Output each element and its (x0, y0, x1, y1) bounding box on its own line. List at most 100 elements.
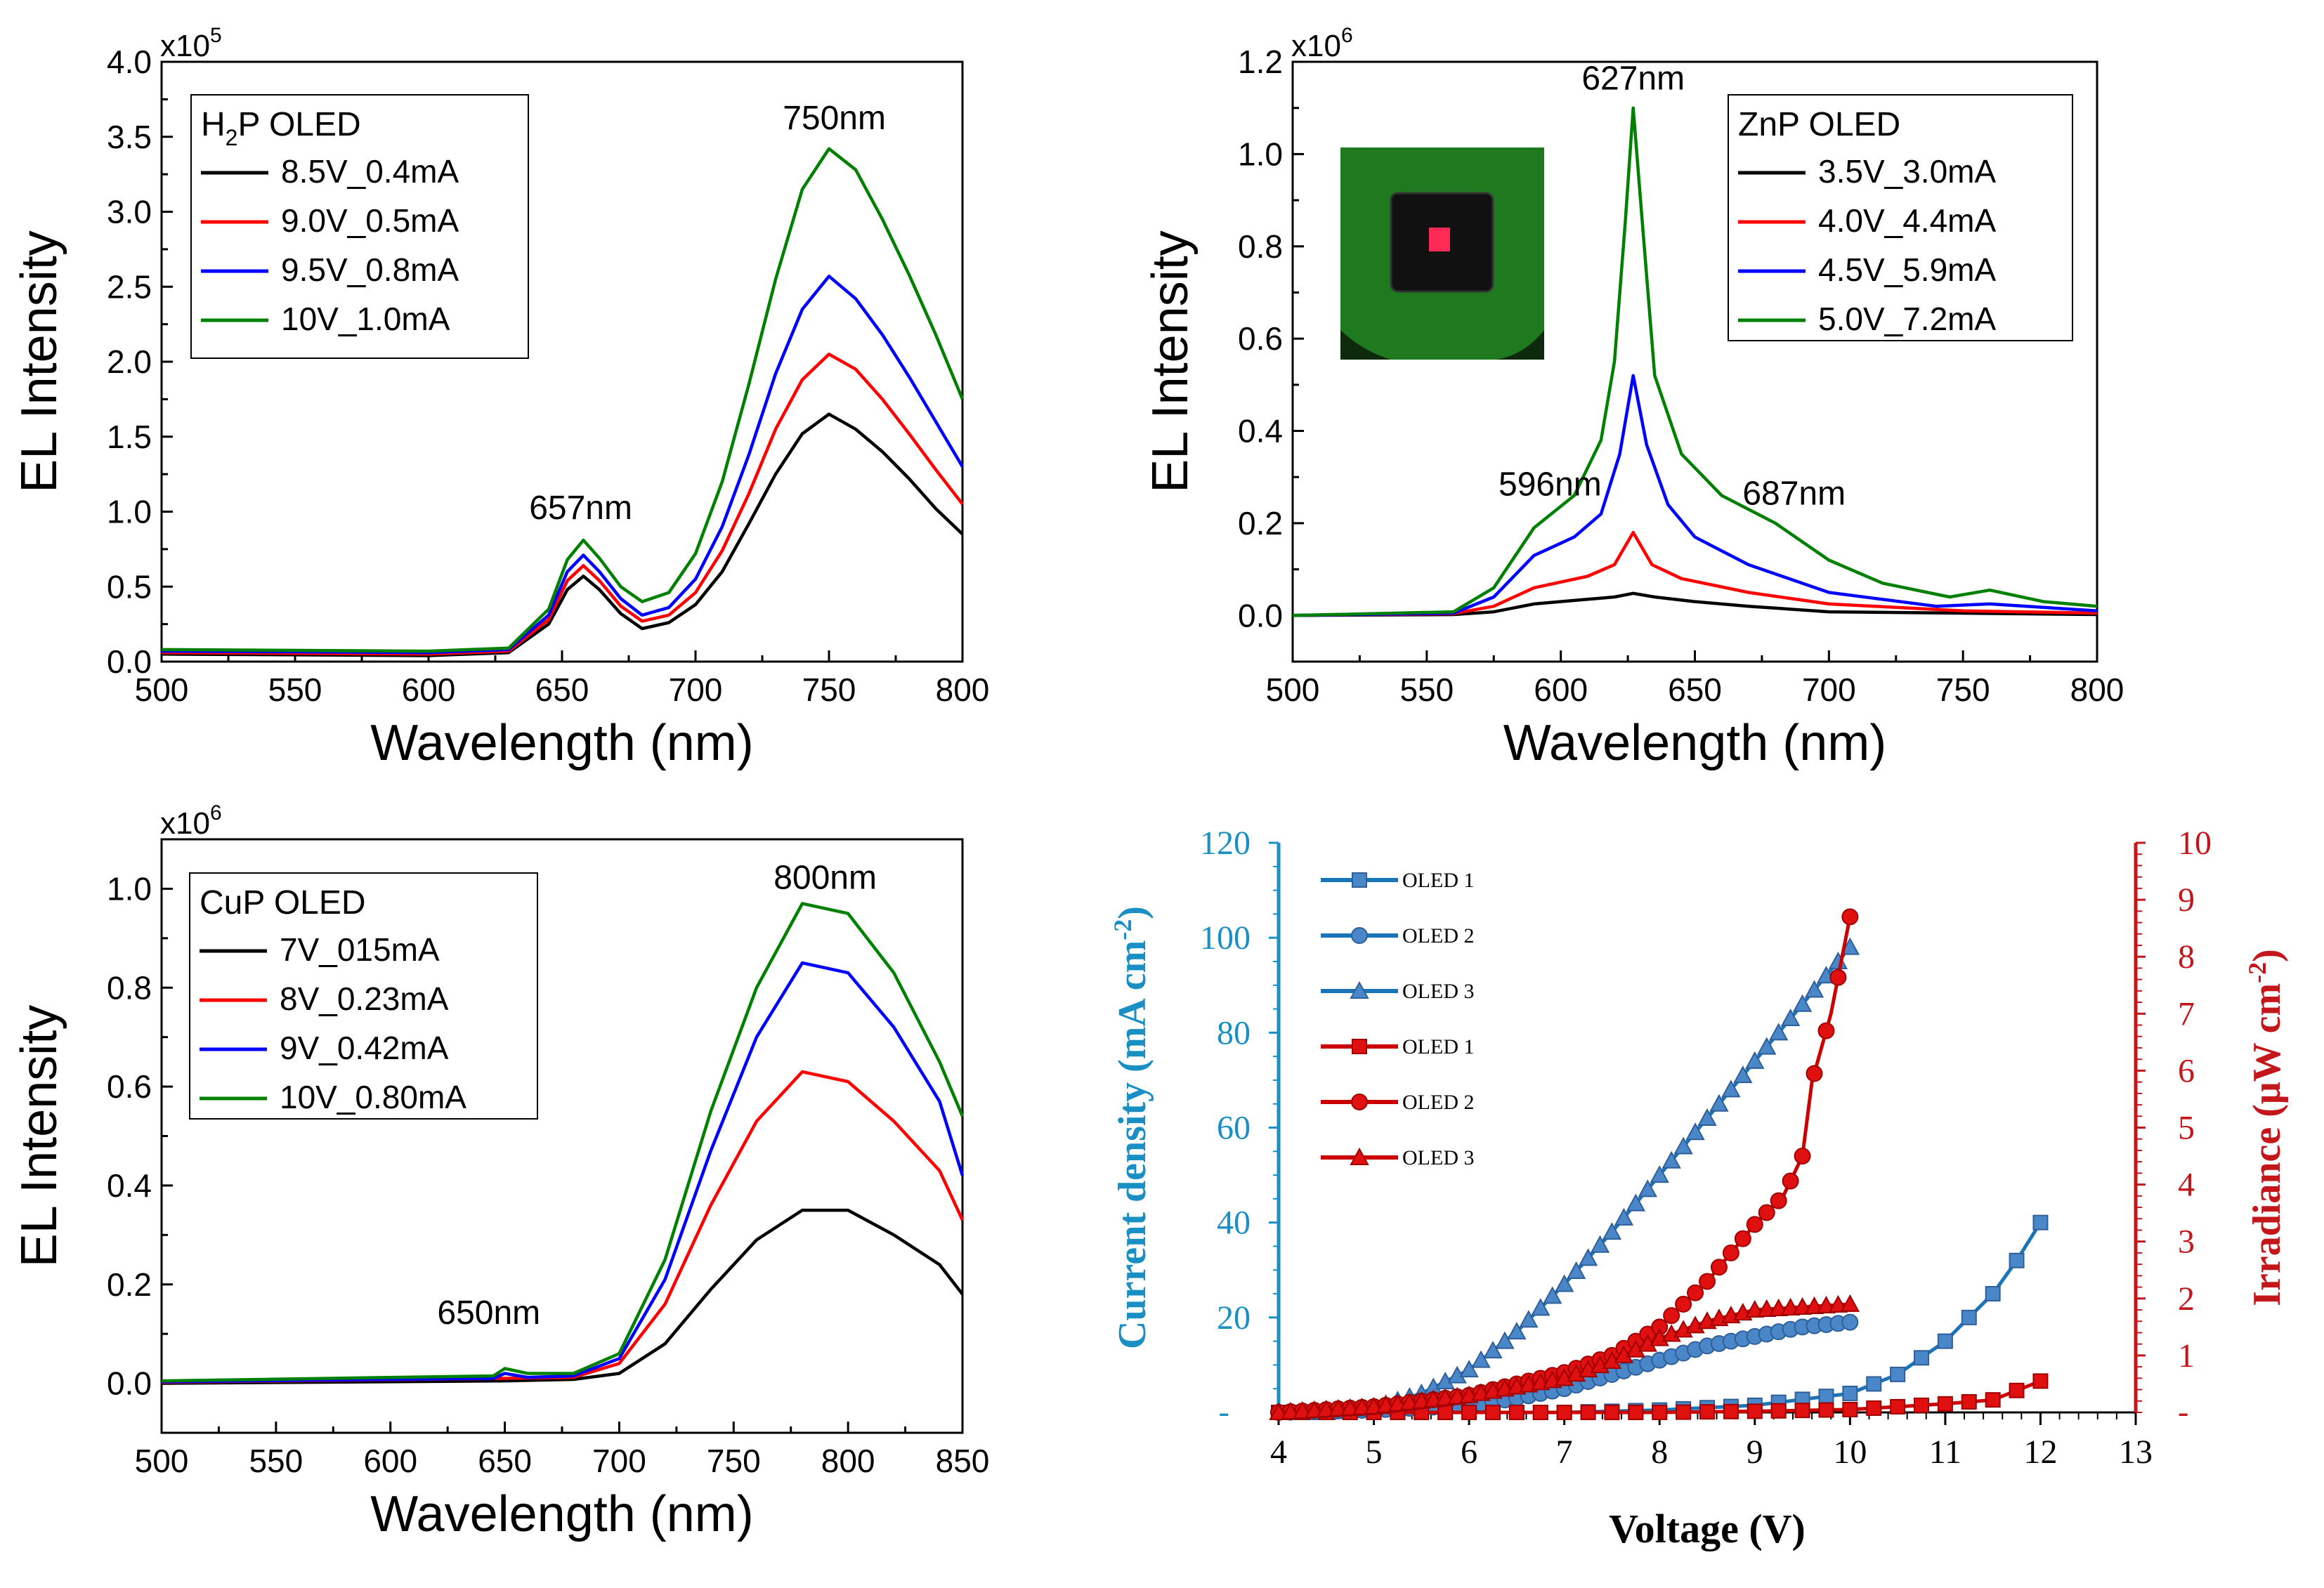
data-marker (1269, 1402, 1288, 1420)
data-marker (1733, 1065, 1753, 1084)
data-marker (1747, 1403, 1763, 1419)
x-tick-label: 500 (135, 1443, 189, 1479)
data-marker (1722, 1244, 1739, 1261)
series-line-4.0V_4.4mA (1292, 530, 2098, 617)
data-marker (2032, 1214, 2049, 1231)
data-marker (1543, 1286, 1562, 1304)
right-tick-label: 5 (2178, 1110, 2195, 1147)
legend-label: 3.5V_3.0mA (1818, 153, 1996, 190)
legend-label: 9V_0.42mA (280, 1030, 449, 1066)
y-tick-label: 0.2 (1238, 505, 1283, 542)
data-marker (1745, 1051, 1765, 1069)
multiplier-label: x106 (160, 801, 222, 841)
data-marker (1352, 1397, 1372, 1415)
y-tick-label: 4.0 (107, 44, 152, 80)
x-axis-label: Wavelength (nm) (1503, 715, 1887, 771)
x-axis-label: Wavelength (nm) (370, 715, 754, 771)
data-marker (1329, 1398, 1348, 1417)
data-marker (1340, 1398, 1360, 1416)
data-marker (1746, 1216, 1763, 1233)
x-tick-label: 8 (1651, 1433, 1668, 1471)
data-marker (1554, 1274, 1574, 1292)
data-marker (1818, 1389, 1834, 1405)
x-tick-label: 700 (592, 1443, 646, 1479)
data-marker (1602, 1222, 1622, 1240)
legend-marker (1350, 980, 1369, 999)
data-marker (1697, 1108, 1717, 1126)
data-marker (1817, 1022, 1835, 1039)
x-axis-label: Wavelength (nm) (370, 1486, 754, 1542)
data-marker (1757, 1037, 1777, 1055)
data-marker (1806, 1065, 1823, 1082)
x-tick-label: 9 (1747, 1433, 1763, 1471)
x-tick-label: 800 (2070, 671, 2124, 708)
data-marker (1794, 1403, 1810, 1419)
x-tick-label: 5 (1366, 1433, 1383, 1471)
x-tick-label: 650 (478, 1443, 532, 1479)
data-marker (1532, 1405, 1548, 1420)
data-marker (1780, 1297, 1801, 1315)
x-tick-label: 600 (402, 671, 456, 708)
series-line-10V_0.80mA (161, 902, 965, 1383)
x-tick-label: 500 (135, 671, 189, 708)
y-tick-label: 1.0 (1238, 136, 1283, 172)
data-marker (1961, 1309, 1977, 1325)
peak-annotation: 800nm (773, 859, 877, 896)
data-marker (1638, 1179, 1657, 1197)
series-line-5.0V_7.2mA (1292, 106, 2098, 617)
y-tick-label: 0.4 (1238, 413, 1283, 450)
znp-chart: 500 550 600 650 700 750 800 0.0 0.2 0.4 0.6 0.8 1.0 1… (1142, 24, 2124, 771)
fit-line (1279, 946, 1852, 1415)
legend-title-sub: 2 (226, 125, 238, 150)
data-marker (1890, 1398, 1906, 1415)
right-tick-label: 9 (2178, 881, 2195, 919)
legend-label: 9.5V_0.8mA (281, 251, 459, 288)
series-line-10V_1.0mA (161, 147, 965, 653)
left-tick-label: 120 (1200, 825, 1251, 862)
x-tick-label: 850 (936, 1443, 990, 1479)
right-axis-label: Irradiance (μW cm-2) (2243, 949, 2289, 1306)
x-tick-label: 800 (821, 1443, 875, 1479)
inset-emission (1429, 228, 1450, 251)
data-marker (1556, 1405, 1572, 1420)
x-axis-label: Voltage (V) (1609, 1506, 1806, 1551)
data-marker (1437, 1405, 1454, 1420)
right-axis-label-sup: -2 (2243, 962, 2271, 983)
y-tick-label: 2.5 (107, 268, 152, 305)
x-tick-label: 750 (707, 1443, 761, 1479)
peak-annotation: 596nm (1499, 466, 1602, 504)
data-marker (1757, 1299, 1777, 1318)
legend-label: 8.5V_0.4mA (281, 153, 459, 190)
data-marker (1483, 1341, 1503, 1359)
iv-chart: 4 5 6 7 8 9 10 11 12 13-20406080100120-1234567891… (1109, 825, 2289, 1551)
x-tick-label: 12 (2023, 1433, 2057, 1471)
legend-label: OLED 1 (1402, 869, 1474, 892)
data-marker (1985, 1286, 2001, 1302)
peak-annotation: 650nm (437, 1294, 540, 1332)
x-tick-label: 13 (2119, 1433, 2153, 1471)
data-marker (1293, 1400, 1312, 1419)
peak-annotation: 657nm (529, 490, 632, 527)
h2p-chart: 500 550 600 650 700 750 800 0.0 0.5 1.0 1.5 2.0 2.5 3… (11, 24, 989, 771)
y-tick-label: 1.0 (107, 870, 152, 907)
legend-box (190, 94, 529, 359)
multiplier-label: x105 (160, 24, 222, 63)
data-marker (1841, 908, 1859, 926)
legend-label: 4.0V_4.4mA (1818, 202, 1996, 239)
data-marker (1699, 1273, 1716, 1290)
data-marker (1675, 1295, 1692, 1313)
right-tick-label: 10 (2178, 825, 2212, 862)
peak-annotation: 687nm (1742, 475, 1846, 513)
inset-corner-shadow (1496, 330, 1544, 360)
data-marker (1281, 1401, 1300, 1419)
data-marker (1685, 1122, 1705, 1141)
y-tick-label: 1.0 (107, 494, 152, 530)
data-marker (1829, 969, 1847, 986)
legend-marker (1350, 1147, 1369, 1165)
x-tick-label: 650 (1668, 671, 1722, 708)
data-marker (1580, 1405, 1596, 1420)
left-zero-tick-label: - (1219, 1393, 1229, 1429)
data-marker (1804, 1296, 1824, 1314)
right-axis-label-end: ) (2245, 949, 2289, 962)
y-tick-label: 1.2 (1238, 44, 1283, 80)
